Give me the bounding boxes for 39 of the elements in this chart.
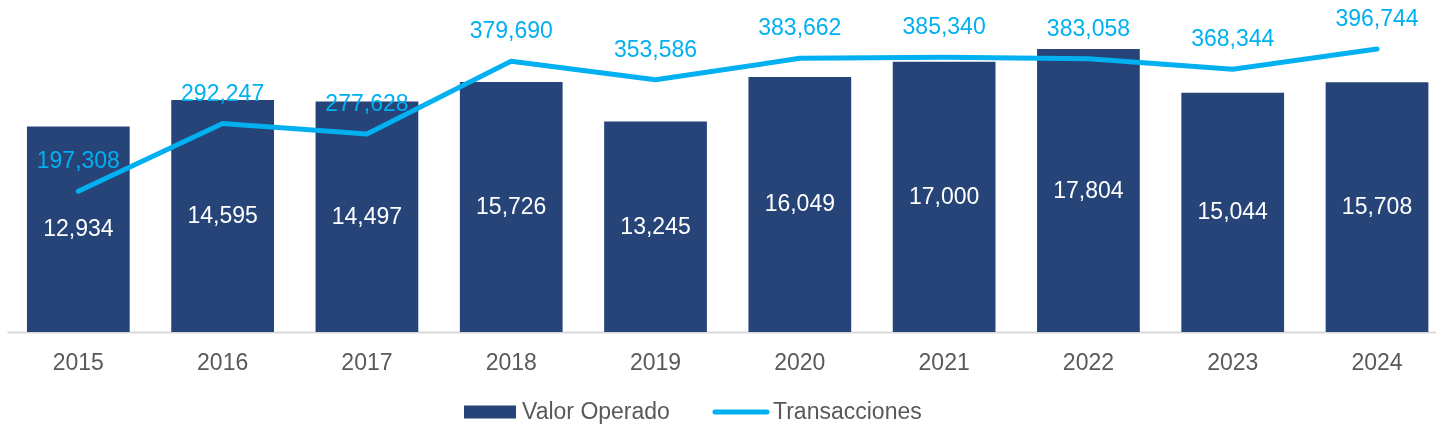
legend-label: Valor Operado	[522, 398, 670, 424]
bar	[1037, 49, 1140, 332]
data-label: 13,245	[620, 212, 691, 239]
bar	[748, 76, 852, 332]
data-label: 12,934	[43, 215, 114, 242]
bar	[1181, 92, 1285, 332]
bar	[604, 121, 707, 332]
data-label: 292,247	[181, 79, 265, 106]
data-label: 15,726	[476, 193, 547, 220]
data-label: 15,708	[1341, 193, 1413, 220]
data-label: 197,308	[36, 147, 120, 174]
x-tick-label: 2017	[341, 348, 393, 375]
data-label: 383,662	[758, 14, 842, 41]
x-tick-label: 2019	[629, 348, 682, 375]
x-tick-label: 2018	[485, 348, 537, 375]
bar	[459, 82, 563, 332]
data-label: 14,497	[331, 202, 403, 229]
x-tick-label: 2023	[1207, 348, 1259, 375]
data-label: 368,344	[1191, 25, 1275, 52]
x-tick-label: 2024	[1351, 348, 1403, 375]
data-label: 353,586	[613, 35, 698, 62]
x-tick-label: 2021	[918, 348, 970, 375]
data-label: 396,744	[1335, 5, 1419, 31]
x-tick-label: 2020	[774, 348, 826, 375]
data-label: 17,804	[1053, 176, 1124, 203]
data-label: 14,595	[187, 202, 258, 228]
bar	[26, 126, 130, 332]
data-label: 15,044	[1197, 198, 1269, 225]
x-tick-label: 2016	[197, 348, 249, 375]
bar	[1325, 82, 1429, 332]
x-tick-label: 2022	[1062, 348, 1115, 375]
data-label: 379,690	[469, 17, 553, 44]
data-label: 16,049	[764, 190, 835, 217]
legend-label: Transacciones	[773, 398, 922, 424]
x-tick-label: 2015	[52, 348, 104, 375]
data-label: 383,058	[1046, 14, 1130, 41]
data-label: 17,000	[908, 182, 980, 209]
bar	[892, 61, 996, 332]
data-label: 385,340	[902, 13, 986, 40]
